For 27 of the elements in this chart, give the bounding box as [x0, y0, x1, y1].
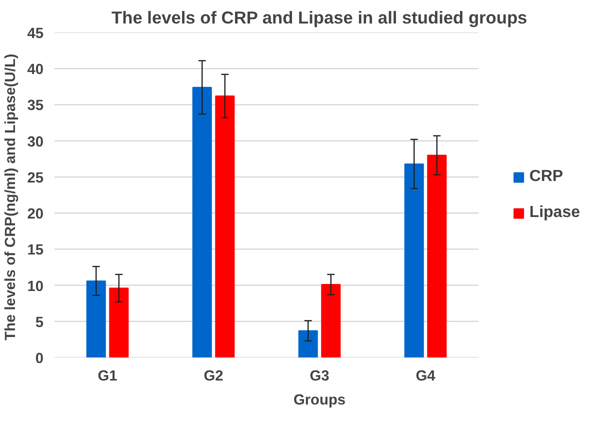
- x-tick-label: G2: [204, 368, 224, 384]
- y-tick-label: 25: [27, 170, 44, 186]
- y-axis-title: The levels of CRP(ng/ml) and Lipase(U/L): [3, 54, 20, 340]
- bar: [404, 163, 424, 358]
- x-tick-label: G4: [416, 368, 436, 384]
- y-tick-label: 30: [27, 134, 44, 150]
- bar: [321, 284, 341, 358]
- bar: [427, 154, 447, 358]
- bar: [298, 330, 318, 358]
- y-tick-label: 35: [27, 98, 44, 114]
- bar: [109, 288, 129, 358]
- chart-title: The levels of CRP and Lipase in all studied groups: [112, 8, 528, 28]
- x-tick-label: G3: [310, 368, 330, 384]
- y-tick-label: 20: [27, 206, 44, 223]
- legend-label: CRP: [529, 168, 564, 186]
- bar: [192, 86, 212, 358]
- y-tick-label: 15: [27, 242, 44, 259]
- y-tick-label: 5: [35, 314, 44, 331]
- y-tick-label: 45: [27, 26, 44, 42]
- x-axis-title: Groups: [293, 392, 346, 408]
- legend-label: Lipase: [529, 204, 580, 222]
- bar: [86, 280, 106, 358]
- bar: [215, 96, 235, 358]
- y-tick-label: 10: [27, 278, 44, 295]
- y-tick-label: 40: [27, 62, 44, 78]
- x-tick-label: G1: [98, 368, 118, 384]
- y-tick-label: 0: [35, 351, 44, 367]
